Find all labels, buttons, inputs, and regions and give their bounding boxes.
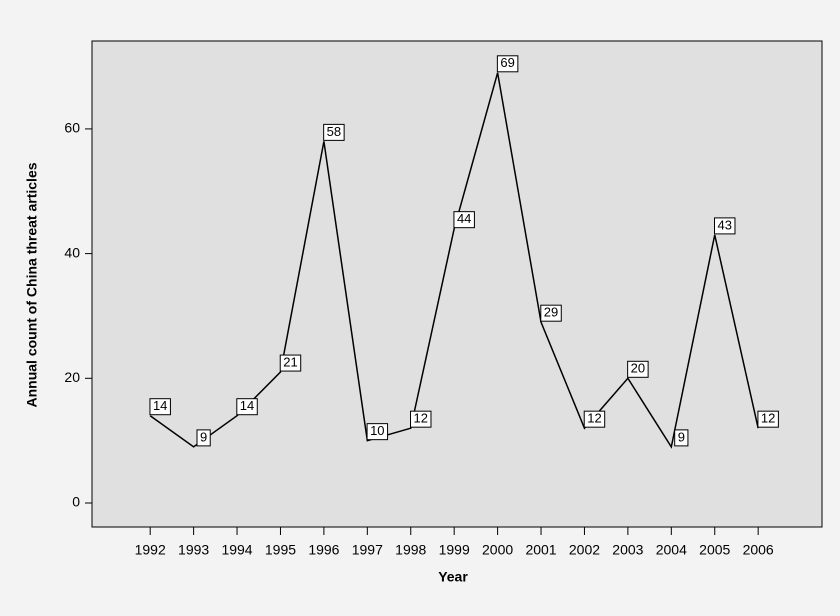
x-tick-label: 2004 (656, 542, 687, 558)
data-label: 14 (153, 398, 167, 413)
y-tick-label: 60 (64, 120, 80, 136)
data-label: 10 (370, 423, 384, 438)
data-label-box (674, 429, 689, 447)
y-axis-title: Annual count of China threat articles (24, 162, 40, 407)
data-label: 12 (414, 411, 428, 426)
data-label: 12 (587, 411, 601, 426)
x-tick-label: 1995 (265, 542, 296, 558)
y-tick-label: 40 (64, 244, 80, 260)
x-tick-label: 1992 (135, 542, 166, 558)
x-tick-label: 2005 (699, 542, 730, 558)
x-tick-label: 1996 (308, 542, 339, 558)
data-label-box (583, 410, 606, 428)
data-label-box (196, 429, 211, 447)
data-label: 21 (283, 355, 297, 370)
x-axis-title: Year (438, 569, 468, 585)
x-tick-label: 1997 (352, 542, 383, 558)
x-tick-label: 2000 (482, 542, 513, 558)
data-label: 29 (544, 305, 558, 320)
data-label: 9 (678, 429, 685, 444)
data-label-box (149, 398, 171, 416)
data-label: 20 (631, 361, 645, 376)
data-label-box (627, 360, 649, 378)
data-label-box (453, 211, 475, 229)
data-label: 69 (500, 55, 514, 70)
y-tick-label: 20 (64, 369, 80, 385)
data-label-box (236, 398, 258, 416)
data-label: 9 (200, 429, 207, 444)
plot-panel (91, 40, 823, 528)
data-label-box (323, 123, 345, 141)
x-tick-label: 1999 (439, 542, 470, 558)
data-label-box (496, 55, 519, 73)
x-tick-label: 1994 (221, 542, 252, 558)
data-label: 43 (718, 217, 732, 232)
x-tick-label: 2002 (569, 542, 600, 558)
x-tick-label: 2003 (612, 542, 643, 558)
data-label: 58 (327, 124, 341, 139)
data-label: 14 (240, 398, 254, 413)
data-label: 12 (761, 411, 775, 426)
x-tick-label: 2001 (525, 542, 556, 558)
data-label: 44 (457, 211, 471, 226)
x-tick-label: 1998 (395, 542, 426, 558)
x-tick-label: 1993 (178, 542, 209, 558)
y-tick-label: 0 (72, 494, 80, 510)
data-label-box (757, 410, 779, 428)
data-label-box (279, 354, 302, 372)
x-tick-label: 2006 (743, 542, 774, 558)
data-label-box (540, 304, 562, 322)
data-label-box (366, 423, 389, 441)
data-label-box (714, 217, 736, 235)
data-label-box (410, 410, 432, 428)
